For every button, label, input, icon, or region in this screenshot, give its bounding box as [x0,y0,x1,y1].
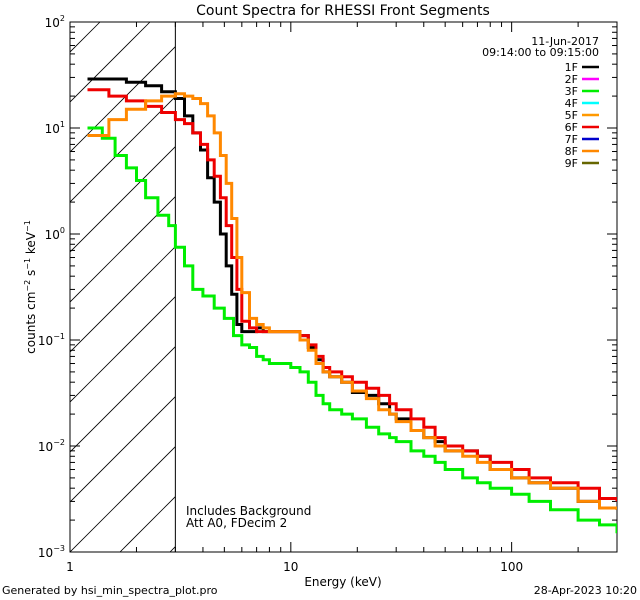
y-tick-base: 10 [45,122,60,136]
y-tick-exp: 0 [60,226,65,235]
series-line-6f [87,88,617,502]
y-tick-exp: −1 [53,332,65,341]
x-tick-label: 1 [66,560,74,574]
y-tick-base: 10 [38,546,53,560]
hatch-line [620,22,640,552]
hatched-region [70,22,640,552]
hatch-line [70,446,176,552]
hatch-line [370,22,640,552]
annotation-attenuator: Att A0, FDecim 2 [186,516,287,530]
legend-label-2f: 2F [565,73,578,86]
y-tick-label: 10−3 [38,544,65,560]
legend-label-8f: 8F [565,145,578,158]
y-tick-exp: 2 [60,14,65,23]
hatch-line [70,196,176,303]
y-tick-base: 10 [45,16,60,30]
series-lines [87,77,617,534]
y-tick-base: 10 [38,440,53,454]
y-axis-label-counts: counts cm [24,292,38,354]
annotation-background: Includes Background [186,504,311,518]
hatch-line [70,346,176,453]
legend-label-9f: 9F [565,157,578,170]
y-axis-label-kev: keV [24,231,38,258]
time-range-label: 09:14:00 to 09:15:00 [482,46,599,59]
hatch-line [520,22,640,552]
x-tick-labels: 1 10 100 [66,560,523,574]
y-tick-exp: 1 [60,120,65,129]
legend-label-6f: 6F [565,121,578,134]
hatch-line [70,246,176,353]
series-line-8f [87,92,617,510]
y-tick-label: 102 [45,14,65,30]
y-tick-label: 101 [45,120,65,136]
y-axis-label-exp-s: −1 [23,258,32,270]
hatch-line [320,22,640,552]
hatch-line [119,496,176,552]
y-tick-label: 100 [45,226,65,242]
y-axis-label-exp-kev: −1 [23,220,32,232]
y-tick-exp: −3 [53,544,65,553]
timestamp-label: 28-Apr-2023 10:20 [534,584,637,597]
chart-title: Count Spectra for RHESSI Front Segments [196,3,490,19]
hatch-line [570,22,640,552]
y-tick-label: 10−1 [38,332,65,348]
hatch-line [470,22,640,552]
legend-label-1f: 1F [565,61,578,74]
axis-ticks [69,21,618,553]
y-tick-base: 10 [38,334,53,348]
y-tick-label: 10−2 [38,438,65,454]
y-axis-label-s: s [24,270,38,280]
legend-label-7f: 7F [565,133,578,146]
hatch-line [70,46,176,153]
y-tick-base: 10 [45,228,60,242]
y-axis-label: counts cm−2 s−1 keV−1 [23,220,38,354]
legend-label-3f: 3F [565,85,578,98]
hatch-line [70,296,176,403]
generated-by-label: Generated by hsi_min_spectra_plot.pro [2,584,218,597]
legend-label-4f: 4F [565,97,578,110]
hatch-line [270,22,640,552]
x-axis-label: Energy (keV) [304,575,381,589]
series-line-1f [87,77,617,510]
legend-label-5f: 5F [565,109,578,122]
series-line-3f [87,126,617,534]
y-axis-label-exp-cm: −2 [23,280,32,292]
x-tick-label: 10 [283,560,298,574]
plot-frame [69,21,618,553]
date-label: 11-Jun-2017 [531,35,599,48]
hatch-line [70,396,176,503]
x-tick-label: 100 [500,560,523,574]
y-tick-exp: −2 [53,438,65,447]
